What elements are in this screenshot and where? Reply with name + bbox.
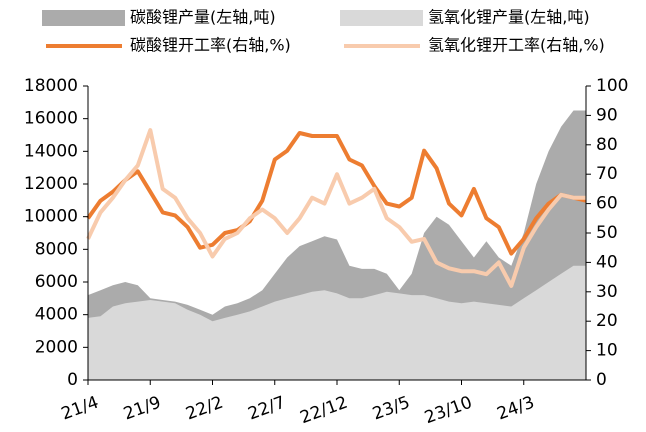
x-tick-label: 21/9 bbox=[121, 393, 164, 425]
line bbox=[86, 131, 587, 256]
y2-tick-label: 20 bbox=[596, 311, 618, 331]
y-tick-label: 18000 bbox=[24, 76, 78, 96]
x-tick-label: 24/3 bbox=[494, 393, 537, 425]
y2-tick-label: 80 bbox=[596, 135, 618, 155]
y2-tick-label: 60 bbox=[596, 194, 618, 214]
y-tick-label: 14000 bbox=[24, 141, 78, 161]
y-tick-label: 4000 bbox=[35, 305, 78, 325]
y2-tick-label: 0 bbox=[596, 370, 607, 390]
legend-label: 氢氧化锂开工率(右轴,%) bbox=[428, 36, 605, 55]
y-tick-label: 16000 bbox=[24, 109, 78, 129]
y2-tick-label: 30 bbox=[596, 282, 618, 302]
x-tick-label: 21/4 bbox=[59, 393, 102, 425]
y2-tick-label: 90 bbox=[596, 105, 618, 125]
legend-swatch bbox=[42, 10, 125, 26]
line bbox=[86, 128, 586, 288]
y-tick-label: 6000 bbox=[35, 272, 78, 292]
legend-label: 氢氧化锂产量(左轴,吨) bbox=[428, 8, 590, 27]
y-tick-label: 8000 bbox=[35, 239, 78, 259]
y2-tick-label: 70 bbox=[596, 164, 618, 184]
y2-tick-label: 10 bbox=[596, 341, 618, 361]
x-tick-label: 23/5 bbox=[370, 393, 413, 425]
legend-label: 碳酸锂开工率(右轴,%) bbox=[130, 36, 291, 55]
x-tick-label: 22/12 bbox=[298, 393, 351, 429]
legend-label: 碳酸锂产量(左轴,吨) bbox=[130, 8, 276, 27]
y2-tick-label: 50 bbox=[596, 223, 618, 243]
x-tick-label: 23/10 bbox=[422, 393, 475, 429]
y-tick-label: 2000 bbox=[35, 337, 78, 357]
y-tick-label: 12000 bbox=[24, 174, 78, 194]
y2-tick-label: 40 bbox=[596, 252, 618, 272]
y-tick-label: 0 bbox=[67, 370, 78, 390]
x-tick-label: 22/7 bbox=[245, 393, 288, 425]
x-tick-label: 22/2 bbox=[183, 393, 226, 425]
area bbox=[88, 265, 586, 380]
y-tick-label: 10000 bbox=[24, 207, 78, 227]
legend-swatch bbox=[340, 10, 423, 26]
y2-tick-label: 100 bbox=[596, 76, 628, 96]
